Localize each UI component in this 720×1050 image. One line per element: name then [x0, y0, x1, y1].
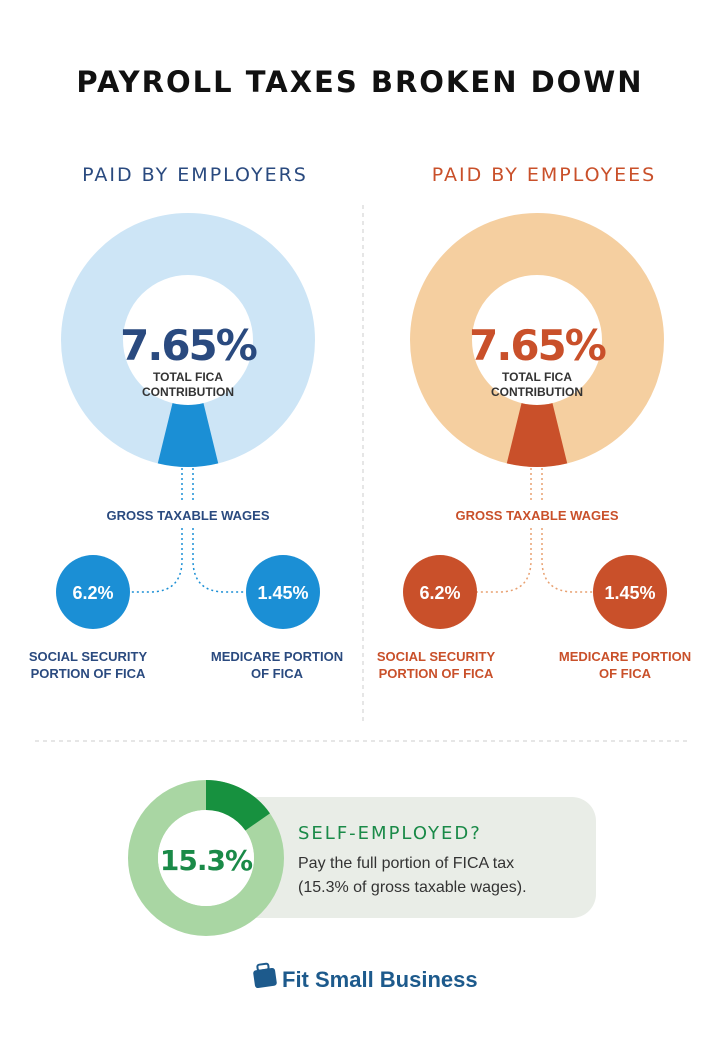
employees-ss-label-1: SOCIAL SECURITY — [377, 649, 496, 664]
employees-section: PAID BY EMPLOYEES 7.65% TOTAL FICA CONTR… — [377, 164, 691, 681]
employees-ss-value: 6.2% — [419, 583, 460, 603]
employees-total-label-1: TOTAL FICA — [502, 370, 572, 384]
employers-connector-lines — [130, 468, 246, 593]
employers-wages-label: GROSS TAXABLE WAGES — [107, 508, 270, 523]
employers-total: 7.65% — [120, 321, 257, 370]
self-employed-value: 15.3% — [160, 844, 253, 877]
employees-medicare-label-1: MEDICARE PORTION — [559, 649, 691, 664]
employees-total-label-2: CONTRIBUTION — [491, 385, 583, 399]
logo-text: Fit Small Business — [282, 967, 478, 992]
employers-medicare-label-1: MEDICARE PORTION — [211, 649, 343, 664]
employers-medicare-label-2: OF FICA — [251, 666, 304, 681]
employers-ss-label-2: PORTION OF FICA — [31, 666, 146, 681]
self-employed-box — [200, 797, 596, 918]
employers-donut-segment — [157, 403, 219, 467]
self-employed-line-2: (15.3% of gross taxable wages). — [298, 879, 527, 896]
employees-ss-label-2: PORTION OF FICA — [379, 666, 494, 681]
employers-medicare-value: 1.45% — [257, 583, 308, 603]
page-title: PAYROLL TAXES BROKEN DOWN — [76, 65, 643, 99]
employers-ss-label-1: SOCIAL SECURITY — [29, 649, 148, 664]
employers-total-label-1: TOTAL FICA — [153, 370, 223, 384]
employees-donut-segment — [506, 403, 568, 467]
logo: Fit Small Business — [253, 962, 478, 992]
self-employed-section: 15.3% SELF-EMPLOYED? Pay the full portio… — [128, 780, 596, 936]
employers-medicare-circle — [246, 555, 320, 629]
employees-connector-lines — [477, 468, 593, 593]
self-employed-donut-segment — [206, 780, 270, 831]
employees-heading: PAID BY EMPLOYEES — [432, 164, 657, 186]
employees-wages-label: GROSS TAXABLE WAGES — [456, 508, 619, 523]
self-employed-donut-hole — [158, 810, 254, 906]
self-employed-line-1: Pay the full portion of FICA tax — [298, 855, 514, 872]
employers-heading: PAID BY EMPLOYERS — [82, 164, 308, 186]
employers-ss-value: 6.2% — [72, 583, 113, 603]
employers-total-label-2: CONTRIBUTION — [142, 385, 234, 399]
employees-ss-circle — [403, 555, 477, 629]
briefcase-icon — [253, 962, 277, 989]
employees-medicare-label-2: OF FICA — [599, 666, 652, 681]
employers-section: PAID BY EMPLOYERS 7.65% TOTAL FICA CONTR… — [29, 164, 343, 681]
employees-total: 7.65% — [469, 321, 606, 370]
employees-medicare-value: 1.45% — [604, 583, 655, 603]
self-employed-heading: SELF-EMPLOYED? — [298, 823, 482, 844]
employees-medicare-circle — [593, 555, 667, 629]
employers-ss-circle — [56, 555, 130, 629]
